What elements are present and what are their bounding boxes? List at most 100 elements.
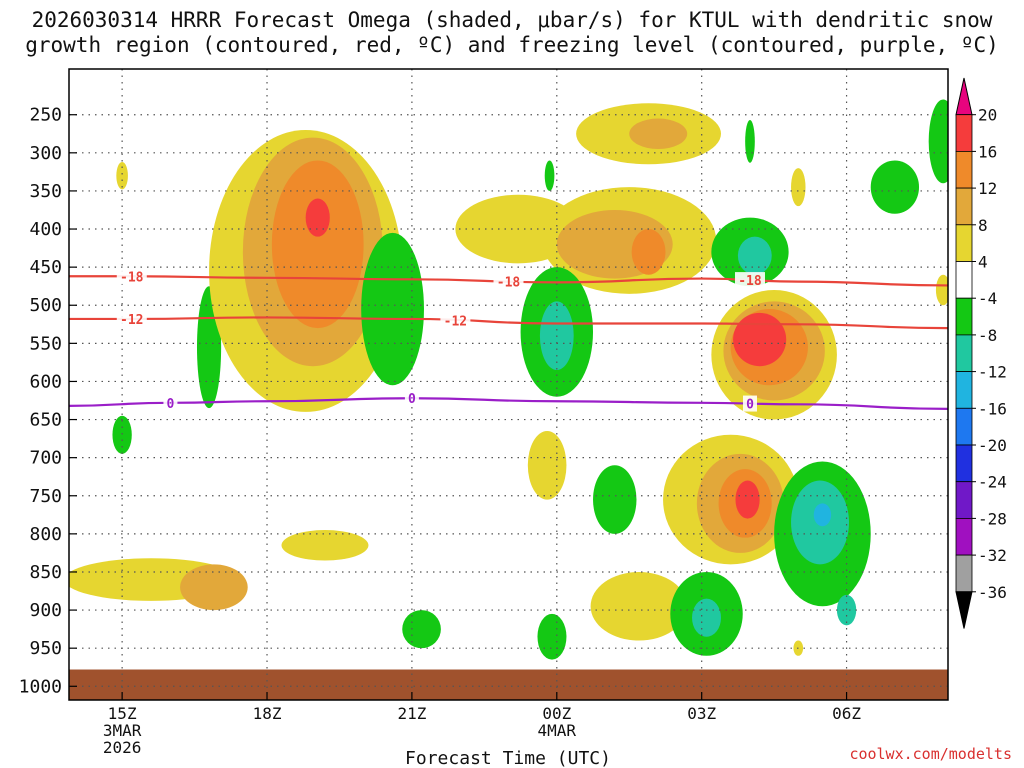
colorbar-swatch--36 bbox=[955, 554, 973, 593]
pressure-axis: 250 300 350 400 450 500 550 600 650 700 750 800 850 9… bbox=[19, 105, 77, 697]
omega-cell-up-10 bbox=[281, 530, 369, 561]
y-tick-label-650: 650 bbox=[29, 410, 62, 431]
colorbar-swatch-8 bbox=[955, 187, 973, 226]
contour-label--18: -18 bbox=[497, 275, 521, 290]
omega-cell-down-43 bbox=[836, 594, 857, 626]
y-tick-label-850: 850 bbox=[29, 562, 62, 583]
y-tick-label-400: 400 bbox=[29, 219, 62, 240]
omega-cell-down-7 bbox=[361, 232, 424, 386]
omega-shading-layer bbox=[69, 99, 948, 660]
colorbar-swatch--20 bbox=[955, 407, 973, 446]
colorbar-arrow-bottom bbox=[955, 591, 973, 629]
contour-label-bg-2-2 bbox=[742, 395, 757, 412]
site-credit[interactable]: coolwx.com/modelts bbox=[849, 745, 1012, 763]
contour-label-bg-2-1 bbox=[404, 390, 419, 407]
colorbar-swatch--16 bbox=[955, 371, 973, 409]
omega-cell-up-5 bbox=[271, 160, 364, 329]
gridlines bbox=[69, 69, 948, 700]
contour-line-0 bbox=[69, 397, 948, 410]
omega-cell-down-30 bbox=[928, 99, 948, 184]
colorbar-swatch--28 bbox=[955, 481, 973, 519]
y-tick-label-500: 500 bbox=[29, 295, 62, 316]
omega-cell-up-17 bbox=[629, 118, 688, 150]
x-axis-label: Forecast Time (UTC) bbox=[405, 748, 611, 768]
colorbar-label-20: 20 bbox=[978, 106, 997, 125]
ground-surface bbox=[69, 669, 948, 700]
y-tick-label-300: 300 bbox=[29, 143, 62, 164]
colorbar-label--4: -4 bbox=[978, 289, 997, 308]
y-tick-label-450: 450 bbox=[29, 257, 62, 278]
y-tick-label-900: 900 bbox=[29, 600, 62, 621]
colorbar-label--28: -28 bbox=[978, 509, 1007, 528]
chart-title-line-2: growth region (contoured, red, ºC) and f… bbox=[25, 33, 999, 57]
colorbar-label-12: 12 bbox=[978, 179, 997, 198]
colorbar-arrow-top bbox=[955, 77, 973, 116]
contour-label--18: -18 bbox=[120, 270, 144, 285]
omega-cell-up-9 bbox=[180, 564, 248, 611]
y-tick-label-750: 750 bbox=[29, 486, 62, 507]
colorbar-label--32: -32 bbox=[978, 546, 1007, 565]
colorbar-label--16: -16 bbox=[978, 399, 1007, 418]
contour-label-bg-1-0 bbox=[116, 310, 147, 327]
colorbar-label-8: 8 bbox=[978, 216, 988, 235]
colorbar-label-16: 16 bbox=[978, 142, 997, 161]
omega-cell-down-45 bbox=[692, 598, 722, 637]
omega-cell-up-15 bbox=[631, 229, 666, 275]
colorbar-swatch--32 bbox=[955, 518, 973, 556]
contour-label--18: -18 bbox=[738, 274, 762, 289]
omega-cell-up-21 bbox=[527, 430, 567, 500]
omega-cell-up-23 bbox=[590, 571, 688, 641]
omega-cell-down-11 bbox=[402, 610, 441, 649]
omega-cell-up-31 bbox=[935, 274, 948, 306]
y-tick-label-550: 550 bbox=[29, 333, 62, 354]
colorbar-swatch--8 bbox=[955, 297, 973, 336]
omega-cell-up-0 bbox=[116, 161, 128, 190]
x-tick-sublabel-4MAR: 4MAR bbox=[538, 721, 577, 740]
colorbar-swatch--24 bbox=[955, 444, 973, 483]
colorbar-label--20: -20 bbox=[978, 436, 1007, 455]
contour-line--12 bbox=[69, 316, 948, 330]
colorbar-swatch-12 bbox=[955, 150, 973, 189]
contour-label-bg-1-1 bbox=[440, 312, 471, 329]
colorbar-label--24: -24 bbox=[978, 473, 1007, 492]
contour-label-bg-0-0 bbox=[116, 268, 147, 285]
omega-cell-down-42 bbox=[813, 503, 832, 527]
x-tick-label-21Z: 21Z bbox=[397, 704, 426, 723]
omega-cell-up-6 bbox=[305, 198, 330, 237]
omega-cell-down-22 bbox=[593, 465, 637, 534]
y-tick-label-350: 350 bbox=[29, 181, 62, 202]
y-tick-label-700: 700 bbox=[29, 448, 62, 469]
y-tick-label-950: 950 bbox=[29, 638, 62, 659]
colorbar-swatch--12 bbox=[955, 334, 973, 372]
omega-cell-up-35 bbox=[733, 312, 787, 367]
x-tick-label-15Z: 15Z bbox=[108, 704, 137, 723]
contour-label-bg-0-1 bbox=[493, 273, 524, 290]
contour-label--12: -12 bbox=[444, 314, 467, 329]
contour-label-0: 0 bbox=[746, 398, 754, 413]
omega-cell-down-29 bbox=[870, 160, 920, 214]
x-tick-label-00Z: 00Z bbox=[542, 704, 571, 723]
x-tick-sublabel-2026: 2026 bbox=[103, 738, 142, 757]
y-tick-label-250: 250 bbox=[29, 105, 62, 126]
contour-label-0: 0 bbox=[167, 397, 175, 412]
omega-cell-up-39 bbox=[735, 480, 760, 519]
colorbar-label-4: 4 bbox=[978, 253, 988, 272]
colorbar-label--8: -8 bbox=[978, 326, 997, 345]
y-tick-label-1000: 1000 bbox=[19, 676, 62, 697]
contour-label--12: -12 bbox=[120, 313, 143, 328]
x-tick-sublabel-3MAR: 3MAR bbox=[103, 721, 142, 740]
x-tick-label-06Z: 06Z bbox=[832, 704, 861, 723]
omega-cell-down-20 bbox=[544, 160, 555, 191]
temperature-contour-layer: -18 -18 -18 -12 -12 0 0 0 bbox=[69, 268, 948, 413]
terrain-ground-layer bbox=[69, 669, 948, 700]
omega-cell-up-28 bbox=[791, 168, 806, 207]
colorbar-swatch--4 bbox=[955, 261, 973, 299]
plot-frame bbox=[68, 68, 949, 701]
omega-cell-down-26 bbox=[737, 236, 772, 275]
contour-label-bg-0-2 bbox=[734, 272, 765, 289]
omega-cell-down-27 bbox=[745, 120, 755, 163]
omega-cell-down-1 bbox=[112, 415, 132, 454]
colorbar-swatch-4 bbox=[955, 224, 973, 262]
